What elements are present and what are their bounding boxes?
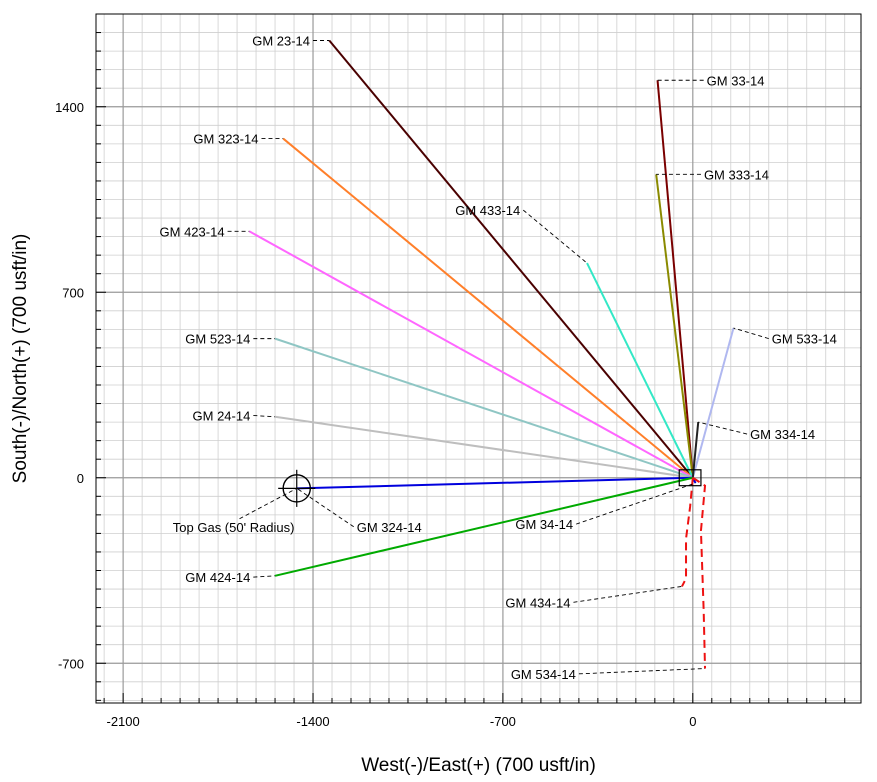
y-tick-label: 1400 [55, 100, 84, 115]
leader-line [698, 421, 748, 435]
x-tick-label: -1400 [296, 714, 329, 729]
well-label: GM 423-14 [160, 224, 225, 239]
leader-line [573, 585, 683, 603]
trajectory-gm-24-14 [274, 415, 693, 479]
x-tick-label: -700 [490, 714, 516, 729]
trajectory-gm-424-14 [274, 476, 694, 577]
well-label: GM 34-14 [515, 517, 573, 532]
x-axis-title: West(-)/East(+) (700 usft/in) [361, 755, 596, 776]
well-label: GM 23-14 [252, 34, 310, 49]
target-label: Top Gas (50' Radius) [173, 520, 295, 535]
well-labels: GM 23-14 GM 33-14 GM 323-14 GM 333-14 GM 433… [160, 34, 837, 682]
leader-line [296, 487, 354, 528]
target-circle: Top Gas (50' Radius) [173, 469, 316, 535]
trajectory-gm-533-14 [691, 327, 735, 479]
well-label: GM 333-14 [704, 167, 769, 182]
trajectory-gm-333-14 [655, 174, 694, 478]
y-tick-label: -700 [58, 656, 84, 671]
well-label: GM 324-14 [357, 520, 422, 535]
well-label: GM 534-14 [511, 667, 576, 682]
major-grid [96, 14, 861, 703]
leader-line [733, 327, 769, 340]
axis-ticks [96, 13, 846, 703]
well-label: GM 523-14 [185, 332, 250, 347]
leader-line [253, 575, 276, 578]
leader-line [576, 482, 696, 525]
trajectory-gm-334-14 [691, 422, 700, 478]
well-label: GM 334-14 [750, 427, 815, 442]
trajectory-gm-534-14 [692, 476, 707, 669]
leader-line [578, 668, 706, 675]
well-label: GM 424-14 [185, 570, 250, 585]
well-trajectories [248, 39, 735, 669]
label-leaders [227, 40, 769, 675]
plot-frame [95, 13, 862, 704]
minor-grid [96, 13, 861, 703]
well-label: GM 434-14 [505, 595, 570, 610]
well-label: GM 33-14 [707, 73, 765, 88]
target-leader [239, 487, 297, 520]
trajectory-gm-523-14 [274, 337, 694, 479]
well-label: GM 433-14 [455, 203, 520, 218]
trajectory-gm-433-14 [586, 262, 694, 479]
x-tick-label: -2100 [107, 714, 140, 729]
well-label: GM 323-14 [193, 132, 258, 147]
y-tick-label: 700 [62, 285, 84, 300]
y-tick-label: 0 [77, 471, 84, 486]
leader-line [253, 415, 276, 418]
well-label: GM 24-14 [193, 408, 251, 423]
well-label: GM 533-14 [772, 332, 837, 347]
trajectory-gm-324-14 [296, 476, 693, 490]
y-axis-title: South(-)/North(+) (700 usft/in) [10, 234, 31, 484]
x-tick-label: 0 [689, 714, 696, 729]
trajectory-gm-33-14 [656, 80, 694, 478]
wellpad-box [678, 469, 702, 487]
trajectory-gm-323-14 [282, 137, 694, 479]
trajectory-gm-23-14 [328, 39, 694, 479]
trajectory-gm-423-14 [248, 230, 694, 479]
trajectory-gm-434-14 [681, 477, 694, 587]
axis-tick-labels: -2100 -1400 -700 0 -700 0 700 1400 [55, 100, 696, 729]
